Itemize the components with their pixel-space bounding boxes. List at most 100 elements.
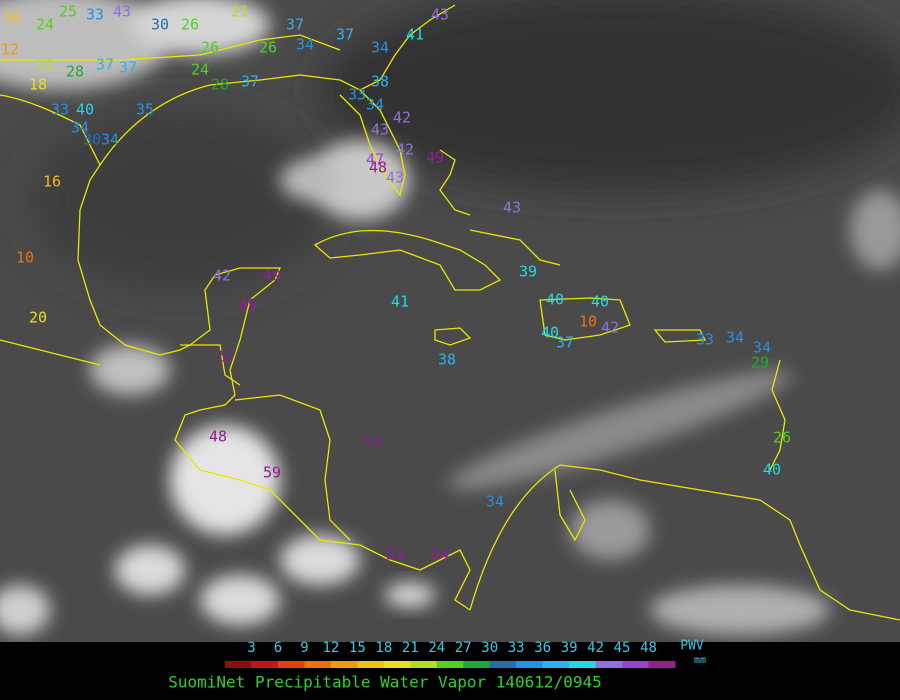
station-value: 34 [371, 39, 389, 57]
station-value: 43 [503, 199, 521, 217]
legend-swatch [542, 661, 570, 668]
station-value: 29 [751, 354, 769, 372]
station-value: 34 [101, 131, 119, 149]
station-value: 40 [541, 324, 559, 342]
legend-tick-label: 45 [614, 640, 631, 656]
legend-tick-label: 3 [247, 640, 255, 656]
station-value: 43 [371, 121, 389, 139]
station-value: 48 [369, 159, 387, 177]
station-value: 40 [591, 293, 609, 311]
station-value: 49 [263, 267, 281, 285]
clouds [0, 0, 900, 635]
station-value: 30 [151, 16, 169, 34]
station-value: 33 [696, 331, 714, 349]
station-value: 57 [219, 348, 237, 366]
station-value: 34 [71, 119, 89, 137]
legend-tick-label: 24 [428, 640, 445, 656]
legend-swatch [622, 661, 650, 668]
legend-unit: mm [694, 655, 706, 666]
station-value: 40 [76, 101, 94, 119]
legend-tick-label: 18 [375, 640, 392, 656]
legend-swatch [436, 661, 464, 668]
legend-swatch [648, 661, 676, 668]
station-value: 33 [348, 86, 366, 104]
coastlines [0, 4, 900, 621]
legend-tick-label: 9 [300, 640, 308, 656]
legend-swatch [304, 661, 332, 668]
station-value: 16 [43, 173, 61, 191]
legend-swatch [595, 661, 623, 668]
station-value: 59 [263, 464, 281, 482]
station-value: 12 [1, 41, 19, 59]
legend-tick-label: 12 [322, 640, 339, 656]
station-value: 37 [96, 56, 114, 74]
legend-swatch [569, 661, 597, 668]
station-value: 34 [296, 36, 314, 54]
legend-swatch [410, 661, 438, 668]
station-value: 21 [231, 3, 249, 21]
station-value: 49 [426, 149, 444, 167]
station-value: 48 [209, 428, 227, 446]
legend-unit: PWV [680, 639, 704, 654]
station-value: 42 [213, 267, 231, 285]
station-value: 26 [773, 429, 791, 447]
station-value: 53 [386, 546, 404, 564]
station-value: 28 [211, 76, 229, 94]
station-value: 42 [601, 319, 619, 337]
station-value: 40 [763, 461, 781, 479]
station-value: 39 [519, 263, 537, 281]
station-value: 42 [396, 141, 414, 159]
station-value: 30 [83, 131, 101, 149]
station-value: 40 [546, 291, 564, 309]
station-value: 53 [363, 435, 381, 453]
legend-tick-label: 39 [561, 640, 578, 656]
station-value: 16 [3, 9, 21, 27]
station-value: 33 [86, 6, 104, 24]
station-value: 38 [438, 351, 456, 369]
station-value: 42 [393, 109, 411, 127]
station-value: 34 [726, 329, 744, 347]
station-value: 33 [51, 101, 69, 119]
station-value: 37 [119, 59, 137, 77]
station-value: 24 [36, 16, 54, 34]
legend-tick-label: 6 [274, 640, 282, 656]
station-value: 26 [259, 39, 277, 57]
station-value: 26 [181, 16, 199, 34]
footer [0, 642, 900, 700]
legend-swatch [463, 661, 491, 668]
station-value: 21 [36, 56, 54, 74]
legend-tick-label: 48 [640, 640, 657, 656]
legend-tick-label: 27 [455, 640, 472, 656]
station-value: 25 [59, 3, 77, 21]
station-value: 34 [366, 96, 384, 114]
legend-tick-label: 21 [402, 640, 419, 656]
legend-swatch [330, 661, 358, 668]
station-value: 38 [371, 73, 389, 91]
legend-swatch [251, 661, 279, 668]
title: SuomiNet Precipitable Water Vapor 140612… [168, 673, 601, 692]
legend-swatch [225, 661, 252, 668]
legend-swatch [489, 661, 517, 668]
station-value: 47 [366, 151, 384, 169]
station-value: 43 [113, 3, 131, 21]
station-value: 37 [286, 16, 304, 34]
station-value: 26 [201, 39, 219, 57]
station-value: 34 [753, 339, 771, 357]
legend-swatch [516, 661, 544, 668]
legend: PWV mm 3 6 9 12 15 18 21 24 27 30 33 36 39 42 45 48 [225, 639, 706, 668]
station-value: 10 [16, 249, 34, 267]
station-value: 37 [556, 334, 574, 352]
station-value: 49 [239, 296, 257, 314]
legend-swatch [277, 661, 305, 668]
station-value: 41 [391, 293, 409, 311]
station-value: 10 [579, 313, 597, 331]
legend-tick-label: 36 [534, 640, 551, 656]
legend-tick-label: 33 [508, 640, 525, 656]
station-value: 35 [136, 101, 154, 119]
legend-tick-label: 42 [587, 640, 604, 656]
station-value: 37 [241, 73, 259, 91]
legend-swatch [357, 661, 385, 668]
